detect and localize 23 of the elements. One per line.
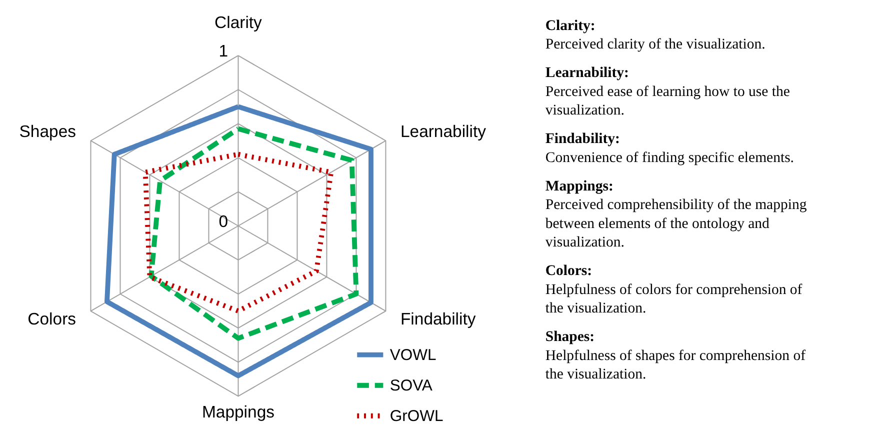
text: Mappings: xyxy=(545,178,614,194)
y-tick-label: 0 xyxy=(218,212,228,231)
text: Helpfulness of shapes for comprehension of the visualization. xyxy=(545,348,806,382)
spoke-label: Learnability xyxy=(400,122,487,142)
spoke-label: Mappings xyxy=(202,402,274,422)
text: Shapes: xyxy=(545,329,595,346)
spoke-label: Shapes xyxy=(19,122,76,142)
text: Convenience of finding specific elements. xyxy=(545,150,794,166)
text: Findability: xyxy=(545,131,620,148)
text: Perceived ease of learning how to use the visualization. xyxy=(545,84,790,119)
text: Learnability: xyxy=(545,65,629,82)
legend-label: GrOWL xyxy=(390,408,444,425)
legend-label: VOWL xyxy=(390,346,436,364)
legend-label: SOVA xyxy=(390,377,433,394)
text: Perceived clarity of the visualization. xyxy=(545,36,766,53)
text: Clarity: xyxy=(545,18,596,34)
spoke-label: Colors xyxy=(28,309,76,328)
spoke-label: Findability xyxy=(400,309,476,328)
text: Helpfulness of colors for comprehension of the visualization. xyxy=(545,282,802,317)
text: Perceived comprehensibility of the mapping between elements of the ontology and visualization. xyxy=(545,197,808,251)
y-tick-label: 1 xyxy=(218,42,228,61)
text: Colors: xyxy=(545,263,592,280)
spoke-label: Clarity xyxy=(214,12,263,32)
